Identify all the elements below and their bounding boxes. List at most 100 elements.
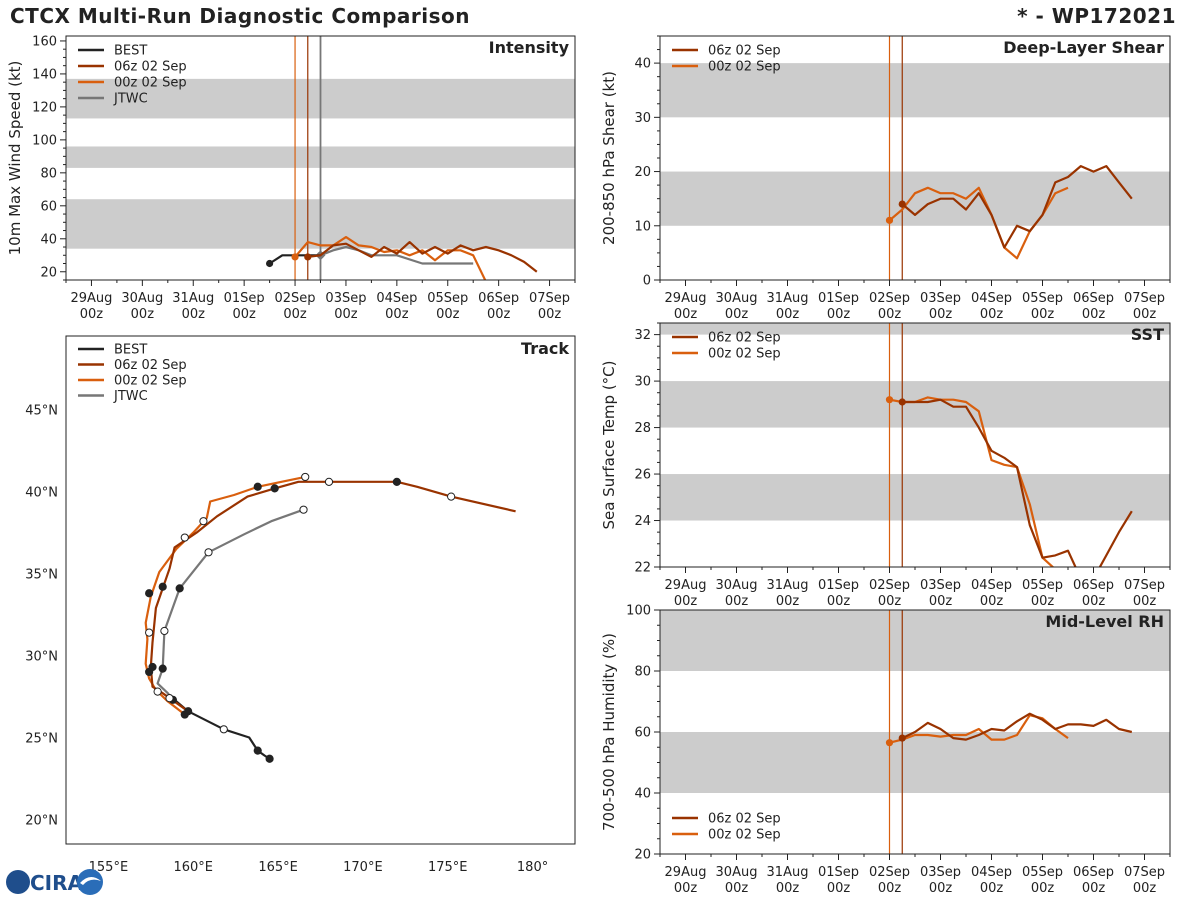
shear-ytick-label: 20 (634, 165, 651, 180)
intensity-xtick-label-date: 03Sep (325, 291, 366, 306)
track-point-12z (199, 517, 208, 526)
intensity-ytick-label: 40 (40, 232, 57, 247)
rh-band (660, 732, 1170, 793)
rh-series-group (885, 712, 1133, 747)
rh-xtick-label-date: 02Sep (869, 865, 910, 880)
track-point-12z (219, 725, 228, 734)
track-point-12z (145, 628, 154, 637)
sst-xtick-label-date: 29Aug (665, 578, 707, 593)
track-point-12z (160, 626, 169, 636)
sst-xtick-label-date: 30Aug (716, 578, 758, 593)
shear-xtick-label-hour: 00z (827, 307, 851, 322)
intensity-xtick-label-hour: 00z (283, 307, 307, 322)
sst-legend-label: 06z 02 Sep (708, 331, 781, 346)
rh-legend-label: 00z 02 Sep (708, 828, 781, 843)
track-lon-label: 160°E (173, 860, 213, 875)
track-point-00z (392, 477, 401, 486)
logo-globe-icon (6, 870, 30, 894)
track-series-group (144, 472, 516, 763)
sst-xtick-label-hour: 00z (725, 594, 749, 609)
sst-xtick-label-date: 07Sep (1124, 578, 1165, 593)
track-lat-label: 45°N (25, 404, 58, 419)
sst-ytick-label: 28 (634, 421, 651, 436)
sst-legend-label: 00z 02 Sep (708, 347, 781, 362)
intensity-xtick-label-date: 02Sep (275, 291, 316, 306)
track-point-12z (447, 492, 456, 501)
intensity-xtick-label-date: 05Sep (427, 291, 468, 306)
intensity-start-marker (266, 259, 274, 268)
track-point-00z (253, 482, 262, 491)
track-lat-label: 25°N (25, 731, 58, 746)
intensity-series-group (266, 236, 538, 280)
shear-xtick-label-date: 04Sep (971, 291, 1012, 306)
rh-ytick-label: 80 (634, 665, 651, 680)
rh-xtick-label-hour: 00z (878, 881, 902, 896)
logo-text: CIRA (30, 871, 84, 895)
sst-xtick-label-hour: 00z (929, 594, 953, 609)
shear-xtick-label-hour: 00z (980, 307, 1004, 322)
intensity-legend-label: 00z 02 Sep (114, 76, 187, 91)
intensity-xtick-label-date: 06Sep (478, 291, 519, 306)
intensity-xtick-label-date: 29Aug (70, 291, 112, 306)
rh-xtick-label-hour: 00z (980, 881, 1004, 896)
intensity-xtick-label-hour: 00z (538, 307, 562, 322)
track-point-12z (324, 477, 334, 486)
shear-xtick-label-hour: 00z (776, 307, 800, 322)
shear-xtick-label-date: 01Sep (818, 291, 859, 306)
rh-ytick-label: 100 (626, 604, 651, 619)
sst-xtick-label-hour: 00z (674, 594, 698, 609)
shear-band (660, 171, 1170, 226)
shear-xtick-label-hour: 00z (878, 307, 902, 322)
rh-ytick-label: 20 (634, 848, 651, 863)
track-point-12z (153, 687, 162, 696)
intensity-xtick-label-date: 04Sep (376, 291, 417, 306)
sst-xtick-label-date: 03Sep (920, 578, 961, 593)
intensity-line-06z-02-sep (307, 241, 538, 273)
shear-legend-label: 00z 02 Sep (708, 60, 781, 75)
sst-xtick-label-hour: 00z (1031, 594, 1055, 609)
track-point-00z (145, 589, 154, 598)
intensity-xtick-label-hour: 00z (80, 307, 104, 322)
shear-xtick-label-date: 02Sep (869, 291, 910, 306)
intensity-title: Intensity (489, 38, 570, 57)
rh-ytick-label: 60 (634, 726, 651, 741)
track-legend-label: JTWC (113, 389, 148, 404)
intensity-xtick-label-hour: 00z (487, 307, 511, 322)
intensity-ytick-label: 60 (40, 199, 57, 214)
rh-xtick-label-date: 30Aug (716, 865, 758, 880)
track-line-00z-02-sep (144, 475, 306, 716)
rh-start-marker (885, 739, 894, 747)
track-lon-label: 175°E (428, 860, 468, 875)
sst-ylabel: Sea Surface Temp (°C) (600, 360, 618, 529)
track-point-12z (180, 533, 189, 542)
track-point-00z (175, 584, 184, 593)
sst-band (660, 323, 1170, 335)
sst-xtick-label-hour: 00z (1133, 594, 1157, 609)
intensity-line-jtwc (320, 245, 474, 265)
intensity-xtick-label-hour: 00z (131, 307, 155, 322)
rh-xtick-label-hour: 00z (1133, 881, 1157, 896)
shear-line-06z-02-sep (901, 165, 1133, 249)
shear-xtick-label-hour: 00z (929, 307, 953, 322)
sst-series-group (885, 396, 1133, 567)
rh-xtick-label-date: 07Sep (1124, 865, 1165, 880)
shear-xtick-label-hour: 00z (725, 307, 749, 322)
shear-xtick-label-hour: 00z (1133, 307, 1157, 322)
intensity-ytick-label: 20 (40, 265, 57, 280)
sst-start-marker (885, 396, 894, 404)
track-lon-label: 170°E (343, 860, 383, 875)
intensity-ylabel: 10m Max Wind Speed (kt) (6, 61, 24, 256)
sst-xtick-label-hour: 00z (827, 594, 851, 609)
sst-xtick-label-date: 31Aug (767, 578, 809, 593)
sst-ytick-label: 26 (634, 468, 651, 483)
sst-ytick-label: 30 (634, 375, 651, 390)
intensity-ytick-label: 80 (40, 166, 57, 181)
rh-xtick-label-date: 01Sep (818, 865, 859, 880)
shear-xtick-label-hour: 00z (1031, 307, 1055, 322)
rh-xtick-label-hour: 00z (929, 881, 953, 896)
sst-band (660, 381, 1170, 428)
shear-ytick-label: 0 (643, 274, 651, 289)
sst-xtick-label-hour: 00z (1082, 594, 1106, 609)
